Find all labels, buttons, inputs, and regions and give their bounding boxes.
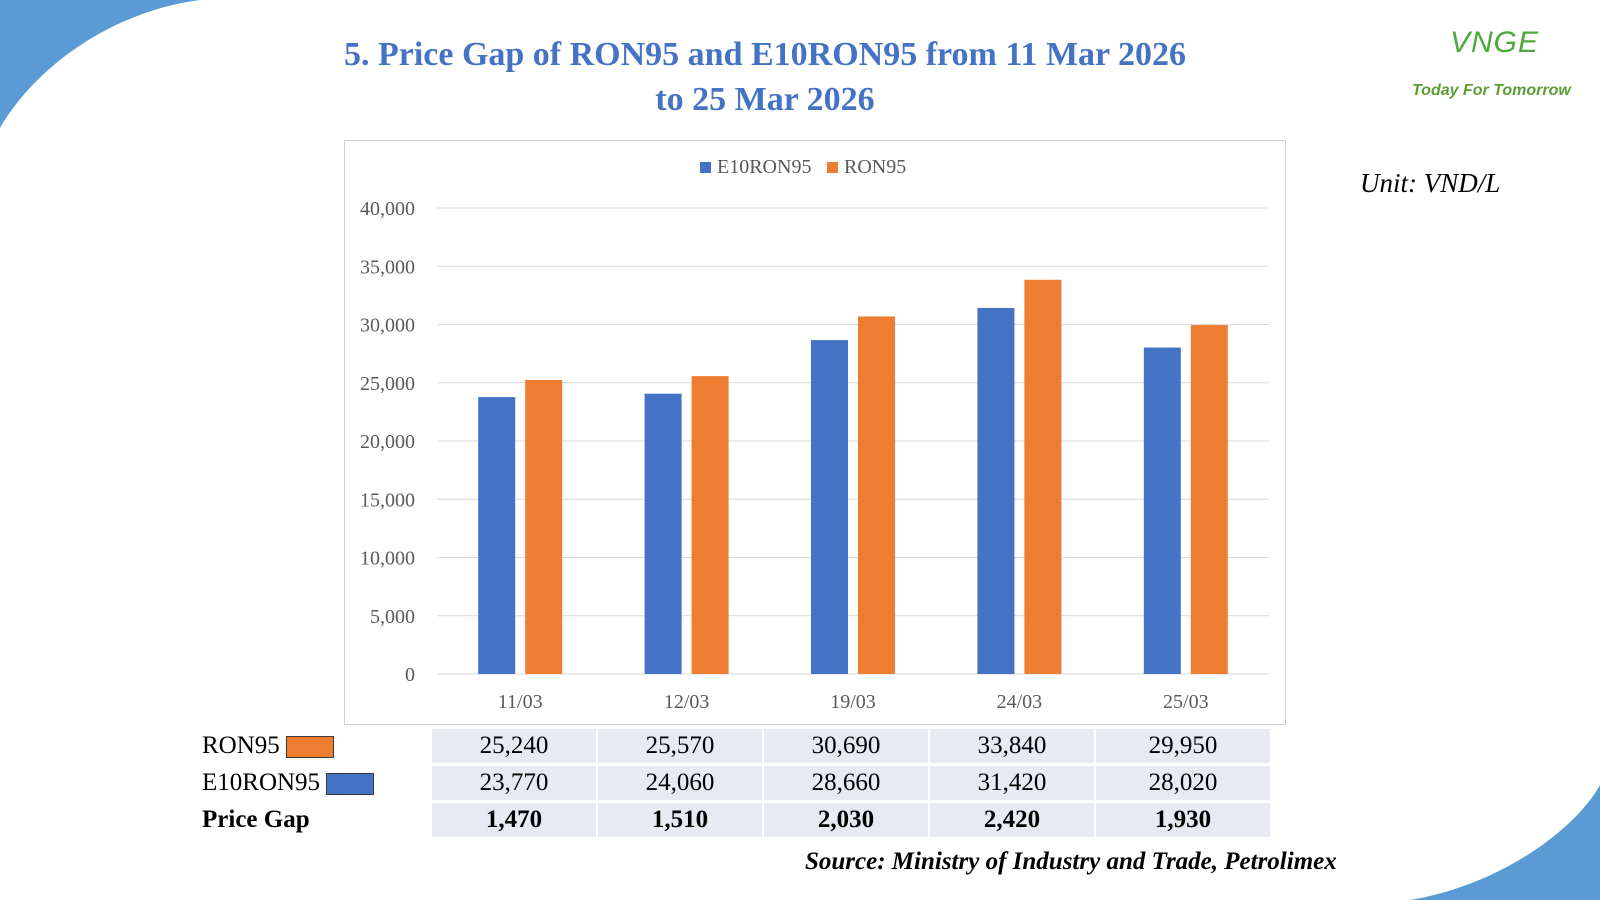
row-label: E10RON95 [202, 769, 321, 796]
bar-ron95-3 [1024, 279, 1062, 674]
row-label: Price Gap [202, 806, 310, 833]
y-tick-label: 25,000 [360, 373, 415, 395]
source-note: Source: Ministry of Industry and Trade, … [805, 848, 1337, 875]
table-cell: 30,690 [763, 729, 930, 766]
legend-label-e10ron95: E10RON95 [717, 156, 811, 178]
bar-e10ron95-1 [644, 393, 682, 674]
table-cell: 28,660 [763, 764, 930, 803]
bar-ron95-4 [1190, 325, 1228, 674]
row-label-cell: Price Gap [202, 801, 432, 840]
unit-label: Unit: VND/L [1360, 168, 1501, 198]
bar-e10ron95-3 [977, 307, 1015, 674]
table-row: RON95 25,240 25,570 30,690 33,840 29,950 [202, 729, 1272, 766]
bar-ron95-2 [858, 316, 895, 674]
x-tick-label: 24/03 [997, 691, 1043, 713]
title-line-1: 5. Price Gap of RON95 and E10RON95 from … [343, 36, 1187, 73]
logo-tagline: Today For Tomorrow [1412, 82, 1571, 99]
bar-e10ron95-2 [811, 340, 848, 674]
y-tick-label: 40,000 [360, 198, 415, 220]
y-tick-label: 10,000 [360, 548, 415, 570]
legend-swatch-ron95 [827, 162, 838, 173]
bar-ron95-0 [525, 379, 563, 674]
y-tick-label: 0 [405, 664, 415, 686]
y-tick-label: 5,000 [370, 606, 415, 628]
table-cell: 31,420 [929, 764, 1096, 803]
row-color-swatch [326, 773, 375, 796]
table-cell: 2,030 [763, 801, 930, 840]
y-tick-label: 20,000 [360, 431, 415, 453]
table-cell: 33,840 [929, 729, 1096, 766]
y-tick-label: 30,000 [360, 315, 415, 337]
table-cell: 25,570 [597, 729, 764, 766]
x-tick-label: 11/03 [498, 691, 543, 713]
logo-mark: VNGE [1450, 26, 1540, 59]
vnge-logo: VNGE Today For Tomorrow [1402, 16, 1592, 116]
row-label-cell: RON95 [202, 729, 432, 766]
page-title: 5. Price Gap of RON95 and E10RON95 from … [200, 32, 1330, 122]
y-tick-label: 35,000 [360, 256, 415, 278]
row-label-cell: E10RON95 [202, 764, 432, 803]
chart-frame: 0 5,000 10,000 15,000 20,000 25,000 30,000 35,0… [344, 140, 1286, 725]
row-color-swatch [285, 736, 334, 759]
bar-ron95-1 [691, 376, 729, 674]
table-cell: 25,240 [431, 729, 598, 766]
bar-e10ron95-4 [1143, 347, 1181, 674]
table-row: E10RON95 23,770 24,060 28,660 31,420 28,020 [202, 764, 1272, 803]
legend-swatch-e10ron95 [700, 162, 711, 173]
legend-label-ron95: RON95 [844, 156, 906, 178]
table-cell: 28,020 [1095, 764, 1272, 803]
table-cell: 2,420 [929, 801, 1096, 840]
x-tick-label: 12/03 [664, 691, 710, 713]
table-row: Price Gap 1,470 1,510 2,030 2,420 1,930 [202, 801, 1272, 840]
title-line-2: to 25 Mar 2026 [655, 81, 875, 118]
bar-chart: 0 5,000 10,000 15,000 20,000 25,000 30,000 35,0… [360, 156, 1269, 713]
bar-e10ron95-0 [478, 397, 516, 674]
row-label: RON95 [202, 732, 280, 759]
table-cell: 1,930 [1095, 801, 1272, 840]
table-cell: 1,470 [431, 801, 598, 840]
y-tick-label: 15,000 [360, 489, 415, 511]
table-cell: 24,060 [597, 764, 764, 803]
table-cell: 29,950 [1095, 729, 1272, 766]
table-cell: 1,510 [597, 801, 764, 840]
table-cell: 23,770 [431, 764, 598, 803]
data-table: RON95 25,240 25,570 30,690 33,840 29,950 E10RO… [202, 729, 1272, 840]
x-tick-label: 19/03 [830, 691, 876, 713]
x-tick-label: 25/03 [1163, 691, 1209, 713]
bottom-right-corner-shape [1410, 785, 1600, 900]
top-left-corner-shape [0, 0, 200, 128]
